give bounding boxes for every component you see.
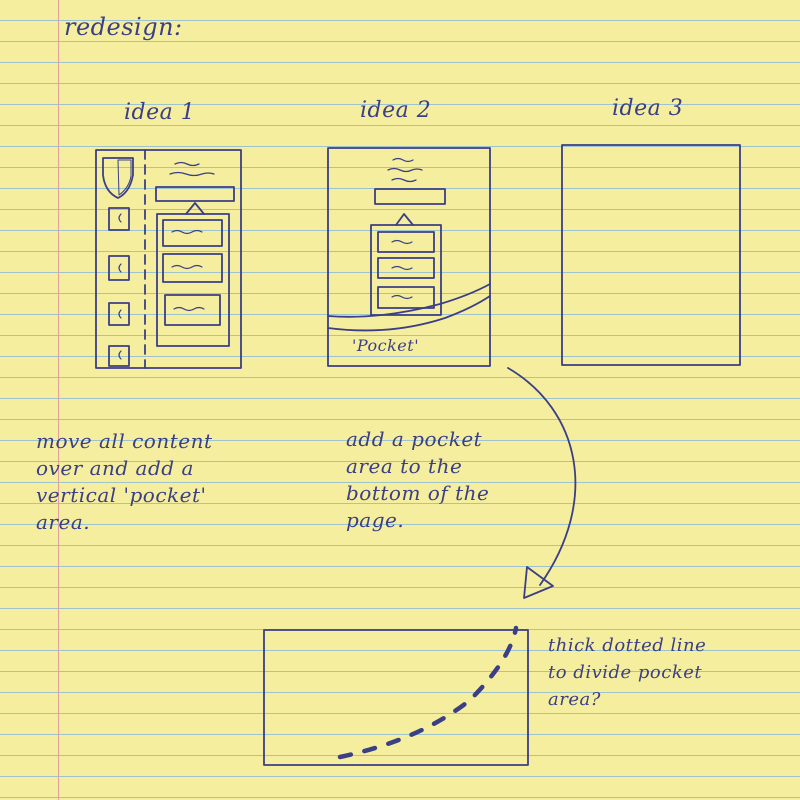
idea-3-frame — [561, 144, 741, 366]
idea-2-dropdown-panel — [370, 224, 442, 316]
idea-1-card-scribbles — [171, 229, 205, 312]
idea-1-shield-icon — [102, 157, 134, 199]
note-line: add a pocket — [346, 427, 483, 451]
idea-1-search-bar — [155, 186, 235, 202]
idea-1-dropdown-panel — [156, 213, 230, 347]
idea-1-title-scribble — [169, 161, 215, 177]
idea-2-note: add a pocket area to the bottom of the p… — [346, 426, 489, 534]
idea-3-wireframe — [561, 144, 741, 366]
idea-1-wireframe — [95, 149, 242, 369]
idea-1-note: move all content over and add a vertical… — [36, 428, 213, 536]
idea-2-pocket-label: 'Pocket' — [352, 336, 420, 355]
idea-1-frame — [95, 149, 242, 369]
idea-2-pocket-curve — [327, 283, 491, 318]
note-line: bottom of the — [346, 481, 490, 505]
note-line: vertical 'pocket' — [36, 483, 207, 507]
idea-2-pocket-curve-inner — [327, 295, 491, 332]
note-line: area? — [548, 689, 601, 710]
note-line: area. — [36, 510, 91, 534]
note-line: to divide pocket — [548, 662, 703, 683]
idea-2-card-scribbles — [391, 239, 413, 300]
arrow-to-proposal — [507, 367, 577, 599]
idea-2-frame — [327, 147, 491, 367]
idea-1-pocket-item — [108, 207, 130, 231]
idea-2-search-bar — [374, 188, 446, 205]
proposal-sketch — [263, 625, 529, 766]
page-heading: redesign: — [64, 13, 183, 41]
idea-1-pocket-item-mark — [118, 213, 122, 360]
idea-1-pocket-item — [108, 345, 130, 367]
idea-1-shield-hatch — [117, 159, 132, 196]
idea-2-label: idea 2 — [360, 98, 432, 123]
idea-1-label: idea 1 — [124, 100, 196, 125]
idea-1-result-card — [164, 294, 221, 326]
note-line: move all content — [36, 429, 213, 453]
arrow-head-icon — [523, 566, 554, 599]
idea-2-wireframe — [327, 147, 491, 367]
idea-1-dropdown-pointer — [185, 202, 205, 215]
proposal-note: thick dotted line to divide pocket area? — [548, 632, 706, 713]
note-line: thick dotted line — [548, 635, 707, 656]
idea-2-dropdown-pointer — [395, 213, 414, 226]
idea-1-result-card — [162, 219, 223, 247]
proposal-frame — [263, 629, 529, 766]
idea-2-result-card — [377, 257, 435, 279]
note-line: page. — [346, 508, 405, 532]
idea-2-result-card — [377, 231, 435, 253]
idea-1-result-card — [162, 253, 223, 283]
idea-1-pocket-item — [108, 302, 130, 326]
arrow-shaft — [507, 367, 577, 586]
idea-2-title-scribble — [387, 157, 423, 183]
proposal-thick-dotted-line — [337, 625, 519, 760]
idea-2-result-card — [377, 286, 435, 309]
note-line: area to the — [346, 454, 463, 478]
idea-1-pocket-item — [108, 255, 130, 281]
note-line: over and add a — [36, 456, 194, 480]
idea-3-label: idea 3 — [612, 96, 684, 121]
